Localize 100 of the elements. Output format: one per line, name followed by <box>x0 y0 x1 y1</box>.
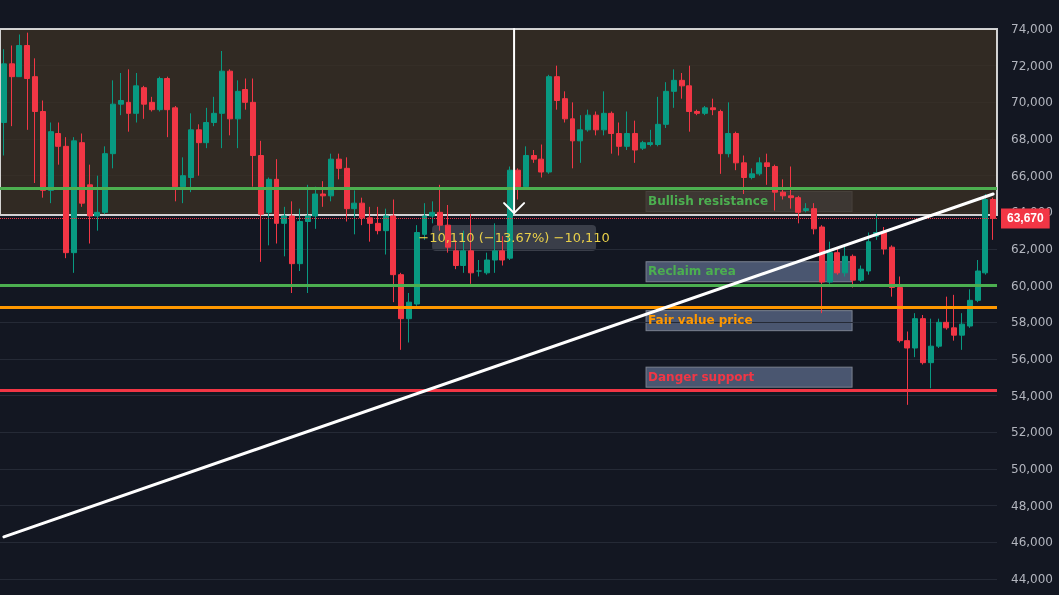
candlestick <box>562 90 568 123</box>
candlestick <box>741 155 747 195</box>
candlestick <box>126 68 131 133</box>
candlestick <box>632 120 638 164</box>
candlestick <box>141 85 147 120</box>
candlestick <box>772 164 778 211</box>
candlestick <box>655 96 661 147</box>
candlestick <box>546 74 552 175</box>
candlestick <box>429 200 435 224</box>
candlestick <box>951 294 957 342</box>
candlestick <box>48 122 54 204</box>
y-tick-label: 72,000 <box>1011 58 1053 73</box>
candlestick <box>320 180 326 208</box>
candlestick <box>624 111 630 151</box>
ref-line-label: Reclaim area <box>648 264 736 279</box>
candlestick <box>16 34 22 78</box>
candlestick <box>157 76 163 112</box>
candlestick <box>55 122 61 166</box>
y-tick-label: 56,000 <box>1011 352 1053 366</box>
ref-line-label: Bullish resistance <box>648 194 769 208</box>
candlestick <box>219 50 225 149</box>
y-tick-label: 44,000 <box>1011 572 1053 586</box>
candlestick <box>523 145 529 189</box>
candlestick <box>476 259 482 277</box>
candlestick <box>250 78 256 188</box>
candlestick <box>764 153 770 186</box>
candlestick <box>110 79 116 169</box>
candlestick <box>920 314 926 365</box>
y-tick-label: 54,000 <box>1011 388 1053 403</box>
y-tick-label: 74,000 <box>1011 22 1053 36</box>
candlestick <box>266 177 272 246</box>
y-tick-label: 60,000 <box>1011 278 1053 293</box>
candlestick <box>484 252 490 276</box>
candlestick <box>702 105 708 116</box>
candlestick <box>211 96 217 127</box>
y-tick-label: 46,000 <box>1011 535 1053 550</box>
candlestick <box>297 208 303 272</box>
candlestick <box>601 90 607 136</box>
candlestick <box>616 122 622 156</box>
candlestick <box>780 178 786 200</box>
candlestick <box>40 100 46 199</box>
candlestick <box>235 79 241 149</box>
candlestick <box>383 208 389 255</box>
candlestick <box>180 156 186 204</box>
candlestick <box>866 232 871 276</box>
y-tick-label: 66,000 <box>1011 168 1053 183</box>
candlestick <box>242 78 248 111</box>
candlestick <box>32 57 38 184</box>
candlestick <box>718 109 723 175</box>
candlestick <box>336 153 342 180</box>
candlestick <box>585 109 591 133</box>
candlestick <box>663 81 669 129</box>
candlestick <box>414 224 420 307</box>
candlestick <box>79 133 85 208</box>
candlestick <box>943 296 949 331</box>
candlestick <box>912 312 918 358</box>
y-tick-label: 70,000 <box>1011 95 1053 110</box>
candlestick <box>196 123 202 177</box>
candlestick <box>172 105 178 202</box>
candlestick <box>118 72 124 116</box>
ref-line-label: Fair value price <box>648 313 753 328</box>
candlestick <box>827 241 833 285</box>
candlestick <box>9 45 15 127</box>
candlestick <box>819 224 825 314</box>
candlestick <box>94 175 100 232</box>
candlestick <box>515 167 521 200</box>
candlestick <box>281 206 287 257</box>
candlestick <box>593 111 599 136</box>
candlestick <box>733 131 739 171</box>
y-tick-label: 48,000 <box>1011 498 1053 513</box>
candlestick <box>858 265 864 283</box>
y-tick-label: 58,000 <box>1011 315 1053 330</box>
candlestick <box>671 68 677 109</box>
candlestick <box>959 312 965 351</box>
candlestick <box>164 76 170 138</box>
candlestick <box>694 109 700 116</box>
y-tick-label: 50,000 <box>1011 462 1053 476</box>
candlestick <box>133 72 139 123</box>
y-tick-label: 62,000 <box>1011 242 1053 256</box>
candlestick <box>928 318 934 389</box>
candlestick <box>834 248 840 276</box>
candlestick <box>554 65 560 111</box>
candlestick <box>850 254 856 288</box>
candlestick <box>577 114 583 164</box>
candlestick <box>227 68 233 136</box>
y-tick-label: 52,000 <box>1011 425 1053 440</box>
candlestick <box>570 101 575 169</box>
candlestick <box>889 244 895 298</box>
candlestick <box>803 202 809 213</box>
candlestick <box>149 96 155 112</box>
candlestick <box>881 226 887 255</box>
candlestick <box>24 32 30 131</box>
candlestick <box>936 318 942 349</box>
candlestick <box>102 145 108 215</box>
candlestick <box>188 112 194 193</box>
candlestick <box>608 111 614 155</box>
candlestick <box>203 107 209 149</box>
candlestick <box>1 48 7 156</box>
candlestick <box>328 153 334 202</box>
y-tick-label: 68,000 <box>1011 132 1053 146</box>
